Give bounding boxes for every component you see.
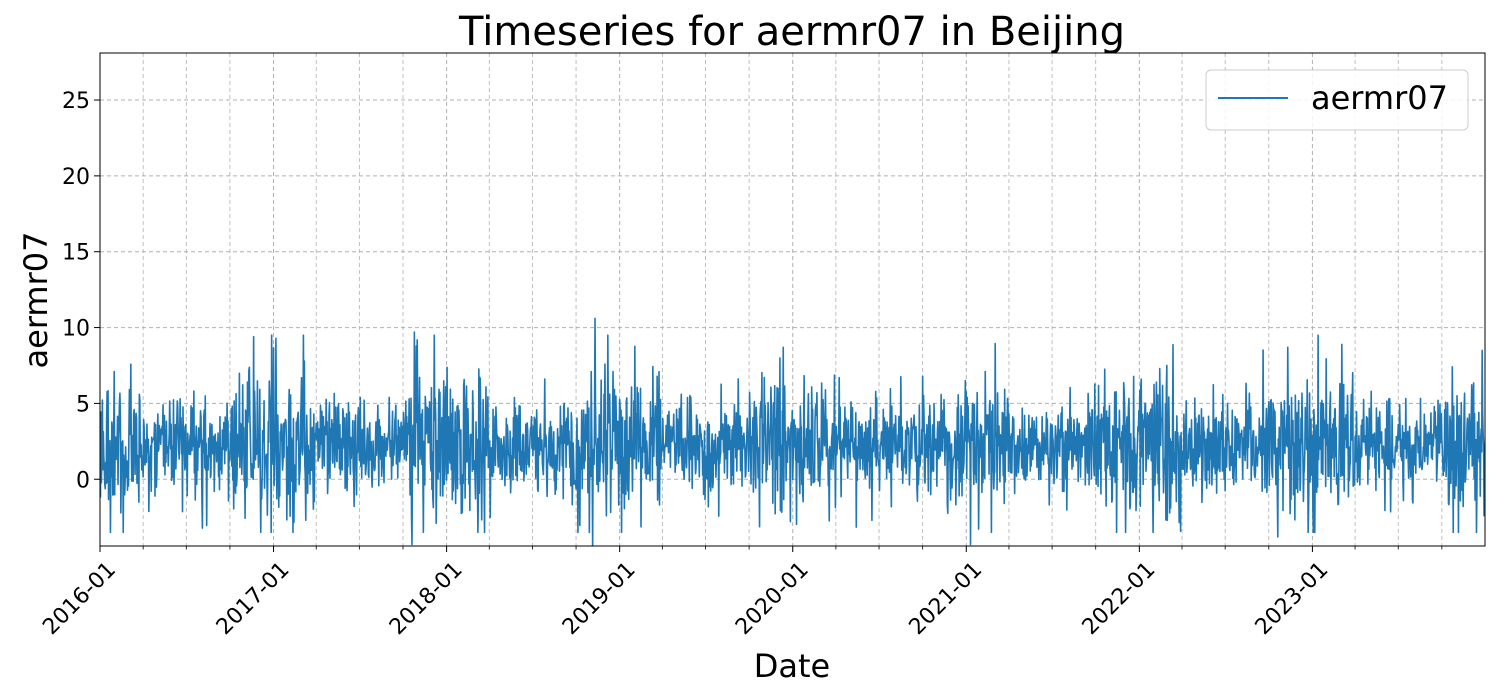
series-line-aermr07 [100, 317, 1485, 546]
x-axis-title: Date [754, 647, 830, 685]
y-tick-label: 15 [62, 241, 90, 266]
legend-box [1205, 69, 1469, 131]
x-tick-label: 2021-01 [905, 557, 988, 640]
x-tick-label: 2022-01 [1078, 557, 1161, 640]
chart-title: Timeseries for aermr07 in Beijing [458, 9, 1125, 55]
x-tick-label: 2020-01 [731, 557, 814, 640]
y-tick-label: 0 [76, 468, 90, 493]
legend: aermr07 [1205, 69, 1469, 131]
y-axis-title: aermr07 [17, 232, 55, 369]
y-tick-label: 10 [62, 317, 90, 342]
y-tick-label: 20 [62, 165, 90, 190]
y-tick-label: 25 [62, 89, 90, 114]
x-tick-label: 2023-01 [1251, 557, 1334, 640]
x-tick-label: 2019-01 [558, 557, 641, 640]
x-tick-label: 2016-01 [38, 557, 121, 640]
x-tick-label: 2017-01 [212, 557, 295, 640]
x-tick-label: 2018-01 [385, 557, 468, 640]
y-tick-label: 5 [76, 392, 90, 417]
legend-label: aermr07 [1311, 79, 1448, 117]
